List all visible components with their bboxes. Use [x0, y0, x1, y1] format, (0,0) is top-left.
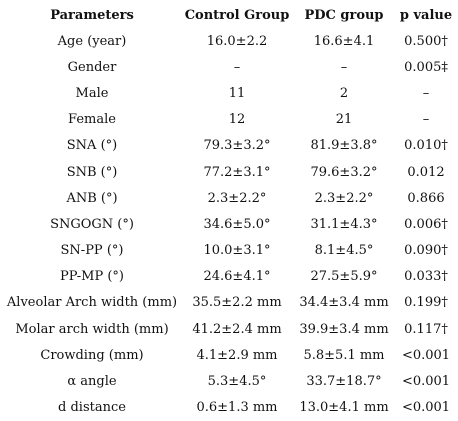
table-body: Age (year) 16.0±2.2 16.6±4.1 0.500† Gender – –… [2, 28, 456, 421]
row-parameter-cell: Female [68, 112, 116, 128]
row-control-cell: 16.0±2.2 [206, 33, 268, 49]
table-row: Gender – – 0.005‡ [2, 54, 456, 80]
row-control-cell: 4.1±2.9 mm [196, 347, 278, 363]
row-pdc-cell: 21 [335, 112, 353, 128]
row-p-value-cell: 0.012 [407, 164, 445, 180]
row-parameter-cell: SN-PP (°) [60, 243, 124, 259]
row-parameter-cell: Crowding (mm) [40, 347, 144, 363]
row-p-value-cell: 0.090† [404, 243, 448, 259]
row-parameter-cell: Alveolar Arch width (mm) [6, 295, 178, 311]
header-pdc-group: PDC group [304, 7, 384, 23]
row-parameter-cell: α angle [67, 374, 117, 390]
row-p-value-cell: 0.010† [404, 138, 448, 154]
row-control-cell: 34.6±5.0° [203, 216, 271, 232]
table-row: Female 12 21 – [2, 107, 456, 133]
row-control-cell: 79.3±3.2° [203, 138, 271, 154]
table-row: SNB (°) 77.2±3.1° 79.6±3.2° 0.012 [2, 159, 456, 185]
row-p-value-cell: 0.033† [404, 269, 448, 285]
row-pdc-cell: 8.1±4.5° [314, 243, 374, 259]
row-parameter-cell: ANB (°) [66, 190, 118, 206]
row-parameter-cell: Molar arch width (mm) [15, 321, 169, 337]
row-parameter-cell: SNA (°) [66, 138, 118, 154]
table-row: ANB (°) 2.3±2.2° 2.3±2.2° 0.866 [2, 185, 456, 211]
row-pdc-cell: 39.9±3.4 mm [299, 321, 389, 337]
row-p-value-cell: 0.866 [407, 190, 445, 206]
table-row: Age (year) 16.0±2.2 16.6±4.1 0.500† [2, 28, 456, 54]
row-control-cell: 41.2±2.4 mm [192, 321, 282, 337]
row-control-cell: 35.5±2.2 mm [192, 295, 282, 311]
row-p-value-cell: 0.199† [404, 295, 448, 311]
row-p-value-cell: – [422, 112, 430, 128]
row-pdc-cell: 31.1±4.3° [310, 216, 378, 232]
row-control-cell: 11 [228, 85, 246, 101]
row-parameter-cell: PP-MP (°) [59, 269, 124, 285]
row-pdc-cell: 5.8±5.1 mm [303, 347, 385, 363]
row-p-value-cell: <0.001 [401, 347, 451, 363]
row-p-value-cell: 0.006† [404, 216, 448, 232]
row-p-value-cell: – [422, 85, 430, 101]
row-pdc-cell: 79.6±3.2° [310, 164, 378, 180]
row-control-cell: 12 [228, 112, 246, 128]
table-row: SNA (°) 79.3±3.2° 81.9±3.8° 0.010† [2, 133, 456, 159]
row-parameter-cell: Gender [67, 59, 117, 75]
row-parameter-cell: SNGOGN (°) [50, 216, 134, 232]
row-control-cell: 5.3±4.5° [207, 374, 267, 390]
row-parameter-cell: Male [75, 85, 109, 101]
table-row: SN-PP (°) 10.0±3.1° 8.1±4.5° 0.090† [2, 238, 456, 264]
header-p-value: p value [399, 7, 453, 23]
row-pdc-cell: 16.6±4.1 [313, 33, 375, 49]
row-control-cell: 24.6±4.1° [203, 269, 271, 285]
row-control-cell: 77.2±3.1° [203, 164, 271, 180]
table-row: Molar arch width (mm) 41.2±2.4 mm 39.9±3.4… [2, 316, 456, 342]
row-parameter-cell: Age (year) [57, 33, 127, 49]
table-row: SNGOGN (°) 34.6±5.0° 31.1±4.3° 0.006† [2, 211, 456, 237]
row-p-value-cell: 0.005‡ [404, 59, 448, 75]
table-row: Alveolar Arch width (mm) 35.5±2.2 mm 34.4±… [2, 290, 456, 316]
row-pdc-cell: 2 [339, 85, 349, 101]
table-row: PP-MP (°) 24.6±4.1° 27.5±5.9° 0.033† [2, 264, 456, 290]
row-p-value-cell: <0.001 [401, 374, 451, 390]
row-pdc-cell: 81.9±3.8° [310, 138, 378, 154]
row-pdc-cell: 2.3±2.2° [314, 190, 374, 206]
row-parameter-cell: SNB (°) [66, 164, 118, 180]
row-control-cell: – [233, 59, 241, 75]
row-p-value-cell: 0.117† [404, 321, 448, 337]
table-header-row: Parameters Control Group PDC group p val… [2, 2, 456, 28]
row-pdc-cell: 34.4±3.4 mm [299, 295, 389, 311]
page: Parameters Control Group PDC group p val… [7, 8, 452, 416]
row-p-value-cell: 0.500† [404, 33, 448, 49]
table-row: α angle 5.3±4.5° 33.7±18.7° <0.001 [2, 368, 456, 394]
row-control-cell: 10.0±3.1° [203, 243, 271, 259]
row-control-cell: 2.3±2.2° [207, 190, 267, 206]
header-control-group: Control Group [184, 7, 290, 23]
row-pdc-cell: 27.5±5.9° [310, 269, 378, 285]
row-pdc-cell: – [340, 59, 348, 75]
row-pdc-cell: 33.7±18.7° [306, 374, 382, 390]
header-parameters: Parameters [50, 7, 134, 23]
table-row: Male 11 2 – [2, 80, 456, 106]
table-row: Crowding (mm) 4.1±2.9 mm 5.8±5.1 mm <0.001 [2, 342, 456, 368]
